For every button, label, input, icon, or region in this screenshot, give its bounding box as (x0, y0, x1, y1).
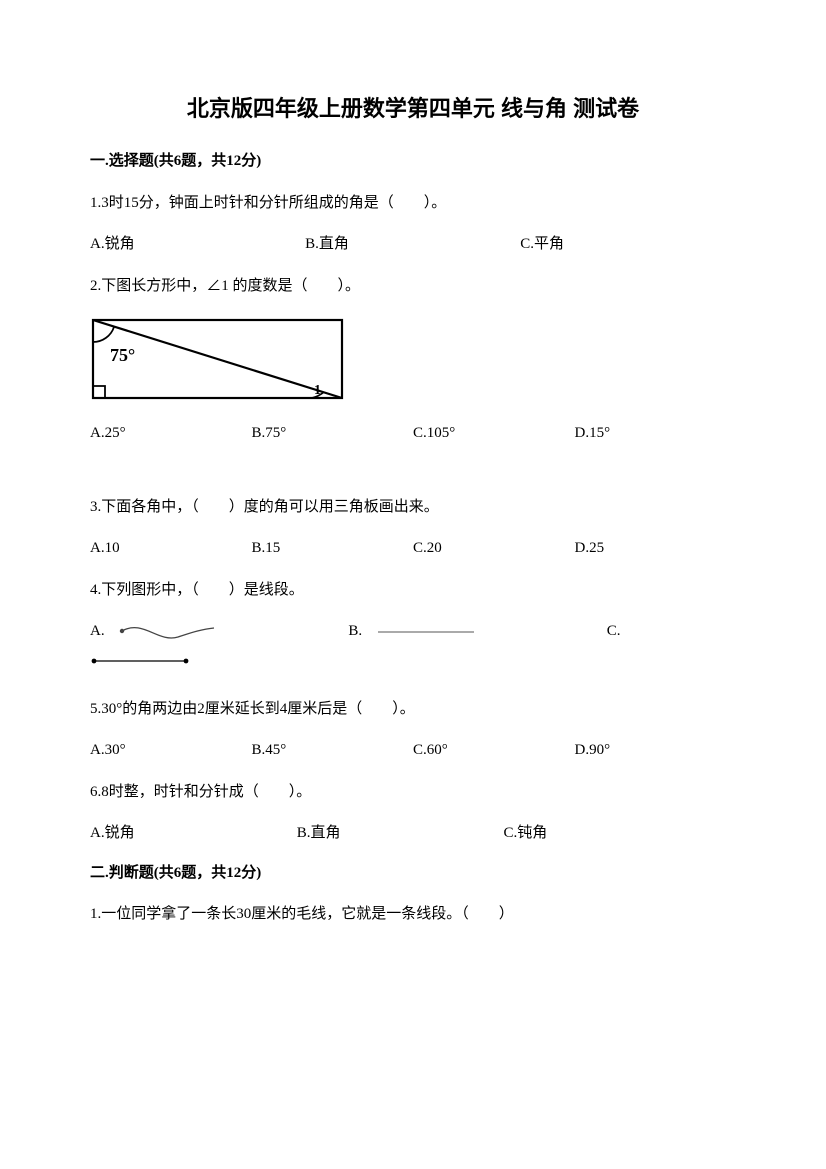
option-a: A.锐角 (90, 232, 305, 258)
option-a: A.30° (90, 738, 252, 764)
option-b: B.75° (252, 421, 414, 447)
section-1-header: 一.选择题(共6题，共12分) (90, 149, 736, 175)
question-1: 1.3时15分，钟面上时针和分针所组成的角是（ ）。 (90, 191, 736, 217)
question-4: 4.下列图形中，（ ）是线段。 (90, 578, 736, 604)
svg-text:75°: 75° (110, 345, 135, 365)
question-3: 3.下面各角中，（ ）度的角可以用三角板画出来。 (90, 495, 736, 521)
svg-text:1: 1 (314, 383, 321, 398)
option-c: C.60° (413, 738, 575, 764)
question-4-options-row2 (90, 657, 736, 665)
option-b: B.15 (252, 536, 414, 562)
question-5: 5.30°的角两边由2厘米延长到4厘米后是（ ）。 (90, 697, 736, 723)
option-c: C.钝角 (503, 821, 710, 847)
option-b: B.直角 (297, 821, 504, 847)
question-2-options: A.25° B.75° C.105° D.15° (90, 421, 736, 447)
question-6: 6.8时整，时针和分针成（ ）。 (90, 780, 736, 806)
curve-figure-icon (118, 621, 218, 643)
question-4-options-row1: A. B. C. (90, 619, 736, 645)
option-b: B.45° (252, 738, 414, 764)
question-3-options: A.10 B.15 C.20 D.25 (90, 536, 736, 562)
option-c: C.20 (413, 536, 575, 562)
option-c-label: C. (607, 619, 629, 645)
option-a: A.锐角 (90, 821, 297, 847)
rectangle-diagram-svg: 75° 1 (90, 317, 345, 401)
segment-figure-icon (90, 657, 190, 665)
option-c: C.平角 (520, 232, 735, 258)
section-2-header: 二.判断题(共6题，共12分) (90, 861, 736, 887)
question-1-options: A.锐角 B.直角 C.平角 (90, 232, 736, 258)
option-a: A.25° (90, 421, 252, 447)
page-title: 北京版四年级上册数学第四单元 线与角 测试卷 (90, 90, 736, 127)
option-a-label: A. (90, 619, 112, 645)
option-c: C.105° (413, 421, 575, 447)
question-2: 2.下图长方形中，∠1 的度数是（ ）。 (90, 274, 736, 300)
option-d: D.25 (575, 536, 737, 562)
question-6-options: A.锐角 B.直角 C.钝角 (90, 821, 736, 847)
option-a: A.10 (90, 536, 252, 562)
option-d: D.15° (575, 421, 737, 447)
option-b: B.直角 (305, 232, 520, 258)
option-d: D.90° (575, 738, 737, 764)
section2-question-1: 1.一位同学拿了一条长30厘米的毛线，它就是一条线段。（ ） (90, 902, 736, 928)
option-b-label: B. (348, 619, 370, 645)
question-5-options: A.30° B.45° C.60° D.90° (90, 738, 736, 764)
question-2-diagram: 75° 1 (90, 317, 736, 401)
line-open-figure-icon (376, 629, 476, 635)
